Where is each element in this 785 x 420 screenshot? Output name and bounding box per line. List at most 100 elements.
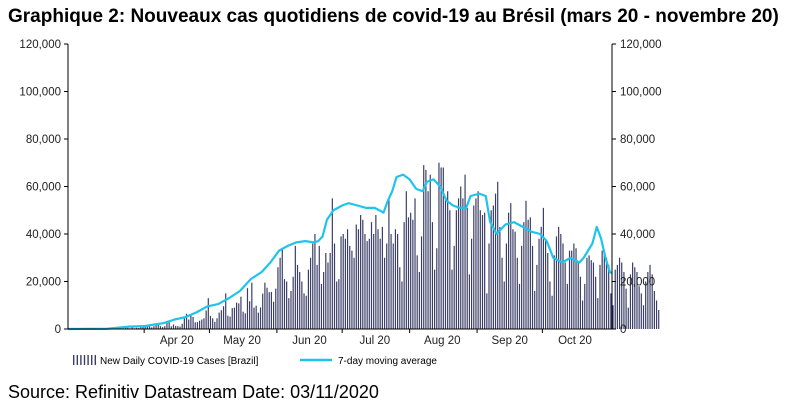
daily-case-bar (148, 326, 151, 329)
daily-case-bar (542, 207, 544, 330)
daily-case-bar (294, 245, 296, 330)
daily-case-bar (388, 198, 390, 330)
daily-case-bar (327, 262, 329, 329)
daily-case-bar (632, 262, 634, 329)
daily-case-bar (575, 248, 577, 329)
daily-case-bar (320, 283, 323, 330)
daily-case-bar (586, 257, 588, 329)
daily-case-bar (481, 215, 484, 329)
daily-case-bar (205, 310, 207, 329)
daily-case-bar (370, 222, 373, 330)
daily-case-bar (155, 324, 157, 329)
y-tick-label-right: 20,000 (620, 277, 655, 289)
daily-case-bar (449, 210, 451, 329)
daily-case-bar (144, 326, 146, 329)
daily-case-bar (262, 293, 264, 329)
daily-case-bar (270, 291, 272, 329)
daily-case-bar (312, 243, 314, 329)
daily-case-bar (536, 264, 538, 330)
daily-case-bar (333, 243, 336, 329)
daily-case-bar (584, 283, 586, 330)
daily-case-bar (353, 257, 355, 329)
legend: New Daily COVID-19 Cases [Brazil] 7-day … (73, 355, 437, 367)
daily-case-bar (566, 283, 568, 330)
legend-bar-mark (91, 355, 93, 365)
legend-bar-mark (87, 355, 89, 365)
daily-case-bar (185, 313, 188, 329)
daily-case-bar (523, 222, 525, 330)
daily-case-bar (479, 210, 481, 329)
daily-case-bar (153, 326, 155, 329)
daily-case-bar (510, 203, 512, 330)
daily-case-bar (207, 298, 209, 330)
daily-case-bar (634, 267, 636, 329)
x-tick-label: Sep 20 (492, 335, 528, 347)
y-tick-label-left: 120,000 (19, 39, 61, 51)
daily-case-bar (401, 281, 403, 329)
daily-case-bar (507, 212, 510, 330)
daily-case-bar (225, 293, 227, 330)
daily-case-bar (286, 281, 288, 329)
daily-case-bar (331, 198, 333, 330)
daily-case-bar (484, 212, 486, 330)
daily-case-bar (188, 319, 190, 329)
daily-case-bar (249, 301, 251, 329)
y-tick-label-left: 20,000 (26, 277, 61, 289)
daily-case-bar (366, 241, 368, 330)
daily-case-bar (475, 198, 477, 330)
daily-case-bar (603, 250, 605, 330)
legend-bar-mark (76, 355, 78, 365)
legend-bar-mark (83, 355, 86, 365)
daily-case-bar (640, 293, 642, 330)
legend-bar-mark (80, 355, 82, 365)
chart-title: Graphique 2: Nouveaux cas quotidiens de … (8, 6, 779, 27)
daily-case-bar (244, 313, 246, 329)
daily-case-bar (301, 281, 303, 329)
daily-case-bar (429, 174, 431, 330)
daily-case-bar (403, 222, 405, 330)
daily-case-bar (336, 281, 338, 329)
axes-group: 0 0 20,000 20,000 40,000 40,000 60,000 60,000 80… (19, 39, 661, 347)
daily-case-bar (216, 318, 218, 329)
daily-case-bar (394, 229, 397, 329)
daily-case-bar (612, 305, 614, 329)
daily-case-bar (460, 186, 462, 329)
daily-case-bar (362, 219, 364, 329)
daily-case-bar (610, 293, 612, 330)
daily-case-bar (351, 250, 353, 330)
daily-case-bar (196, 322, 199, 329)
source-note: Source: Refinitiv Datastream Date: 03/11… (8, 382, 379, 402)
daily-case-bar (231, 308, 233, 329)
bars-group (120, 162, 660, 330)
daily-case-bar (436, 248, 438, 329)
daily-case-bar (381, 226, 383, 330)
daily-case-bar (581, 300, 584, 329)
daily-case-bar (492, 205, 494, 329)
daily-case-bar (410, 212, 412, 330)
daily-case-bar (601, 250, 603, 330)
daily-case-bar (340, 236, 342, 330)
daily-case-bar (183, 318, 185, 329)
daily-case-bar (355, 224, 357, 329)
daily-case-bar (453, 245, 455, 330)
x-tick-label: Aug 20 (424, 335, 460, 347)
y-tick-label-right: 100,000 (620, 87, 662, 99)
daily-case-bar (357, 229, 360, 329)
daily-case-bar (214, 321, 216, 330)
daily-case-bar (455, 210, 457, 329)
x-tick-label: Apr 20 (160, 335, 194, 347)
y-tick-label-right: 0 (620, 324, 626, 336)
daily-case-bar (255, 305, 257, 329)
daily-case-bar (558, 226, 560, 330)
daily-case-bar (647, 272, 649, 329)
daily-case-bar (423, 165, 425, 330)
daily-case-bar (490, 210, 492, 329)
daily-case-bar (275, 288, 277, 330)
daily-case-bar (625, 288, 627, 330)
daily-case-bar (451, 269, 453, 330)
daily-case-bar (420, 236, 423, 330)
daily-case-bar (338, 279, 340, 330)
daily-case-bar (257, 312, 259, 329)
daily-case-bar (142, 326, 144, 329)
daily-case-bar (425, 169, 427, 330)
